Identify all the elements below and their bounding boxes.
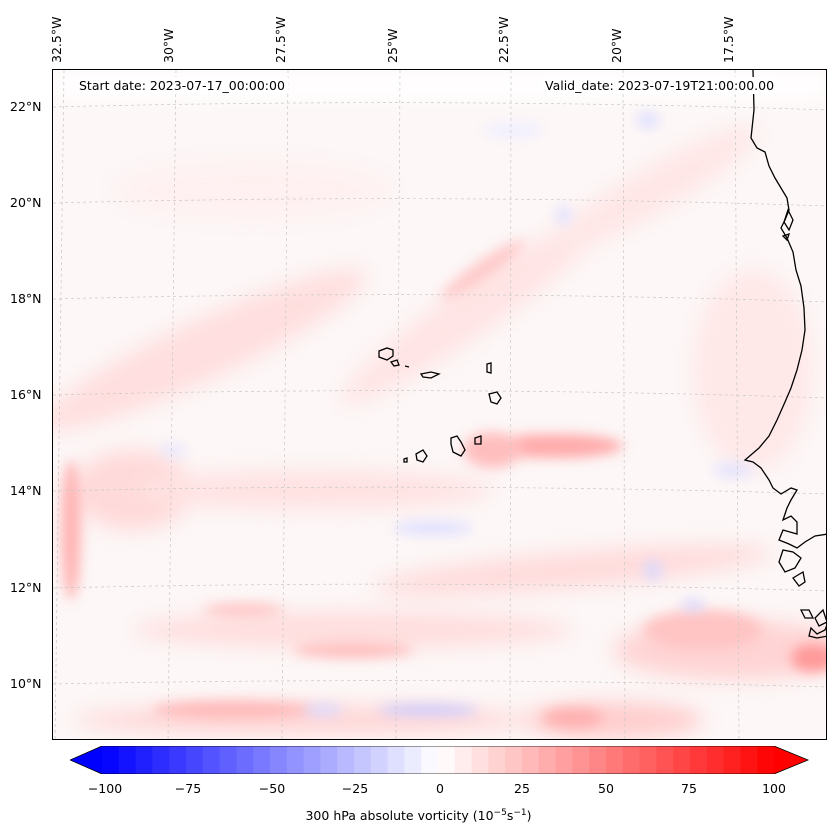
lat-label-18n: 18°N bbox=[10, 291, 42, 306]
colorbar-segment bbox=[370, 746, 389, 774]
colorbar-segment bbox=[169, 746, 187, 774]
map-canvas bbox=[53, 70, 826, 739]
colorbar-segment bbox=[572, 746, 590, 774]
lon-label-30w: 30°W bbox=[161, 28, 176, 63]
colorbar-segment bbox=[421, 746, 439, 774]
colorbar-segment bbox=[505, 746, 523, 774]
colorbar-segment bbox=[471, 746, 489, 774]
lon-label-27-5w: 27.5°W bbox=[273, 16, 288, 63]
colorbar-segment bbox=[152, 746, 170, 774]
colorbar-segment bbox=[723, 746, 741, 774]
coastline bbox=[743, 70, 826, 639]
colorbar-segment bbox=[320, 746, 338, 774]
africa-coastline bbox=[743, 70, 826, 549]
colorbar-segment bbox=[438, 746, 456, 774]
island-fogo bbox=[415, 449, 428, 463]
lat-label-10n: 10°N bbox=[10, 676, 42, 691]
colorbar-segment bbox=[387, 746, 405, 774]
colorbar-segment bbox=[270, 746, 288, 774]
colorbar-segment bbox=[538, 746, 557, 774]
lon-label-20w: 20°W bbox=[609, 28, 624, 63]
colorbar-tick: 25 bbox=[514, 781, 530, 796]
vorticity-map bbox=[52, 69, 827, 740]
colorbar-tick: 75 bbox=[681, 781, 697, 796]
colorbar-segment bbox=[337, 746, 355, 774]
colorbar-tick: 50 bbox=[598, 781, 614, 796]
colorbar-segment bbox=[622, 746, 641, 774]
lat-label-16n: 16°N bbox=[10, 387, 42, 402]
valid-date-label: Valid_date: 2023-07-19T21:00:00.00 bbox=[542, 77, 778, 94]
colorbar-segment bbox=[454, 746, 473, 774]
colorbar-segment bbox=[740, 746, 758, 774]
lat-label-14n: 14°N bbox=[10, 483, 42, 498]
colorbar-segment bbox=[589, 746, 607, 774]
lat-label-20n: 20°N bbox=[10, 195, 42, 210]
island-brava bbox=[403, 457, 408, 463]
colorbar-label: 300 hPa absolute vorticity (10−5s−1) bbox=[305, 808, 532, 824]
colorbar-segment bbox=[202, 746, 221, 774]
island-sal bbox=[486, 362, 492, 374]
colorbar-segment bbox=[354, 746, 372, 774]
colorbar-max-extend bbox=[774, 746, 808, 774]
colorbar-segment bbox=[673, 746, 691, 774]
colorbar-segment bbox=[757, 746, 775, 774]
island-maio bbox=[474, 435, 482, 445]
colorbar-segment bbox=[219, 746, 237, 774]
colorbar-segment bbox=[303, 746, 321, 774]
colorbar-segment bbox=[253, 746, 271, 774]
colorbar-segment bbox=[690, 746, 708, 774]
island-boa-vista bbox=[488, 391, 502, 405]
colorbar-segment bbox=[555, 746, 573, 774]
colorbar-segment bbox=[135, 746, 153, 774]
colorbar-segment bbox=[656, 746, 674, 774]
colorbar-segment bbox=[522, 746, 540, 774]
lat-label-22n: 22°N bbox=[10, 99, 42, 114]
colorbar-segment bbox=[102, 746, 120, 774]
lon-label-17-5w: 17.5°W bbox=[721, 16, 736, 63]
vorticity-field bbox=[53, 70, 826, 738]
colorbar-tick: −75 bbox=[174, 781, 202, 796]
colorbar-tick: 100 bbox=[762, 781, 786, 796]
colorbar-segment bbox=[639, 746, 657, 774]
cape-verde-islands bbox=[378, 347, 502, 463]
island-santiago bbox=[450, 435, 466, 457]
colorbar-segment bbox=[488, 746, 506, 774]
colorbar-tick: −100 bbox=[87, 781, 123, 796]
lon-label-32-5w: 32.5°W bbox=[49, 16, 64, 63]
lon-label-25w: 25°W bbox=[385, 28, 400, 63]
start-date-label: Start date: 2023-07-17_00:00:00 bbox=[76, 77, 288, 94]
colorbar-tick: 0 bbox=[436, 781, 444, 796]
lat-label-12n: 12°N bbox=[10, 580, 42, 595]
colorbar-tick: −25 bbox=[341, 781, 369, 796]
lon-label-22-5w: 22.5°W bbox=[496, 16, 511, 63]
colorbar-segment bbox=[186, 746, 204, 774]
colorbar-min-extend bbox=[70, 746, 102, 774]
colorbar-segment bbox=[404, 746, 422, 774]
colorbar-segment bbox=[606, 746, 624, 774]
colorbar-segment bbox=[706, 746, 725, 774]
colorbar bbox=[70, 746, 810, 774]
island-sao-nicolau bbox=[419, 371, 441, 379]
island-sao-vicente bbox=[389, 359, 400, 367]
colorbar-tick: −50 bbox=[258, 781, 286, 796]
colorbar-segment bbox=[118, 746, 137, 774]
island-santo-antao bbox=[378, 347, 394, 361]
colorbar-segment bbox=[236, 746, 254, 774]
graticule bbox=[53, 70, 826, 739]
colorbar-segment bbox=[286, 746, 305, 774]
